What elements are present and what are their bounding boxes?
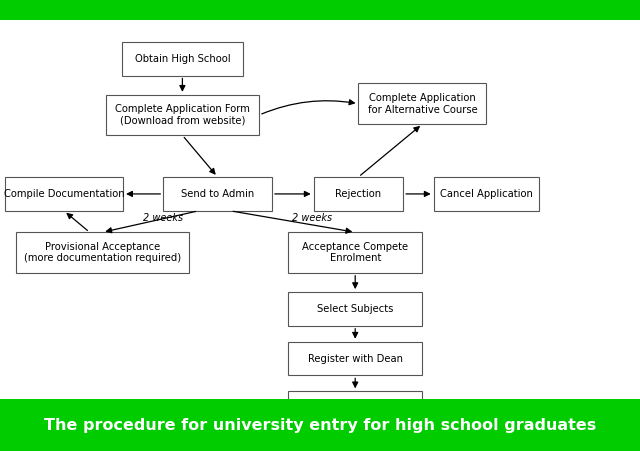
Text: Cancel Application: Cancel Application bbox=[440, 189, 533, 199]
Bar bbox=[0, 399, 640, 451]
Text: Enter University: Enter University bbox=[315, 403, 396, 413]
FancyBboxPatch shape bbox=[5, 177, 123, 211]
Text: Acceptance Compete
Enrolment: Acceptance Compete Enrolment bbox=[302, 242, 408, 263]
FancyBboxPatch shape bbox=[288, 292, 422, 326]
FancyBboxPatch shape bbox=[163, 177, 272, 211]
FancyBboxPatch shape bbox=[288, 232, 422, 273]
Text: Provisional Acceptance
(more documentation required): Provisional Acceptance (more documentati… bbox=[24, 242, 181, 263]
Text: Select Subjects: Select Subjects bbox=[317, 304, 394, 314]
Text: The procedure for university entry for high school graduates: The procedure for university entry for h… bbox=[44, 418, 596, 433]
Text: Complete Application Form
(Download from website): Complete Application Form (Download from… bbox=[115, 104, 250, 126]
Text: Complete Application
for Alternative Course: Complete Application for Alternative Cou… bbox=[367, 93, 477, 115]
Text: Rejection: Rejection bbox=[335, 189, 381, 199]
FancyBboxPatch shape bbox=[314, 177, 403, 211]
FancyBboxPatch shape bbox=[358, 83, 486, 124]
FancyBboxPatch shape bbox=[288, 391, 422, 425]
Text: Obtain High School: Obtain High School bbox=[134, 54, 230, 64]
FancyBboxPatch shape bbox=[16, 232, 189, 273]
FancyBboxPatch shape bbox=[122, 42, 243, 76]
FancyBboxPatch shape bbox=[106, 95, 259, 135]
Text: Register with Dean: Register with Dean bbox=[308, 354, 403, 364]
FancyBboxPatch shape bbox=[288, 342, 422, 375]
Bar bbox=[0, 0, 640, 20]
Text: 2 weeks: 2 weeks bbox=[292, 213, 332, 223]
Text: 2 weeks: 2 weeks bbox=[143, 213, 183, 223]
Text: Compile Documentation: Compile Documentation bbox=[4, 189, 124, 199]
FancyBboxPatch shape bbox=[434, 177, 540, 211]
Text: Send to Admin: Send to Admin bbox=[181, 189, 254, 199]
